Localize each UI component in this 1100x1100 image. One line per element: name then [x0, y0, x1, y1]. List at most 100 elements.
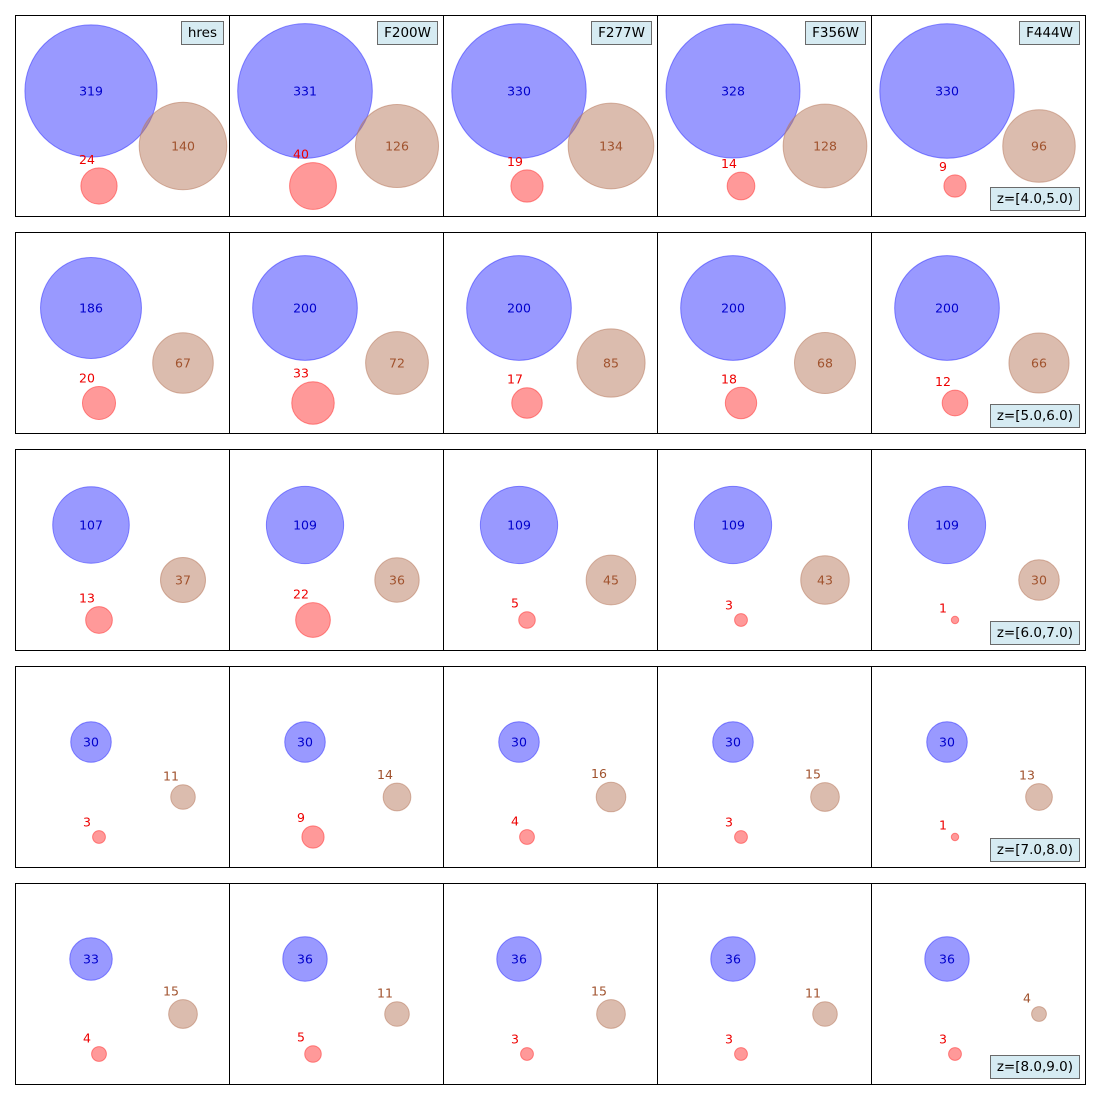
blue-bubble	[265, 485, 345, 565]
filter-label: F444W	[1019, 21, 1080, 45]
red-count-label: 18	[721, 371, 737, 386]
brown-bubble	[793, 331, 857, 395]
blue-count-label: 331	[293, 84, 317, 99]
blue-bubble	[693, 485, 773, 565]
red-bubble	[950, 615, 960, 625]
red-bubble	[734, 1047, 748, 1061]
red-bubble	[726, 171, 756, 201]
brown-bubble	[152, 332, 214, 394]
brown-count-label: 43	[817, 573, 833, 588]
blue-count-label: 33	[83, 952, 99, 967]
blue-bubble	[52, 486, 130, 564]
red-bubble	[91, 1046, 107, 1062]
filter-label: F200W	[377, 21, 438, 45]
redshift-bin-label: z=[6.0,7.0)	[989, 621, 1080, 645]
brown-count-label: 15	[805, 767, 821, 782]
blue-count-label: 328	[721, 84, 745, 99]
panel-f356w-z2: 109 43 3	[657, 449, 872, 651]
brown-count-label: 66	[1031, 356, 1047, 371]
redshift-bin-label: z=[4.0,5.0)	[989, 187, 1080, 211]
blue-bubble	[466, 255, 572, 361]
brown-count-label: 140	[171, 139, 195, 154]
blue-bubble	[926, 721, 968, 763]
red-bubble	[92, 830, 106, 844]
red-count-label: 1	[939, 600, 947, 615]
blue-bubble	[680, 255, 786, 361]
panel-plot: 319 140 24	[24, 24, 228, 205]
brown-bubble	[1002, 109, 1076, 183]
panel-f200w-z3: 30 14 9	[229, 666, 444, 868]
panel-plot: 109 30 1	[907, 485, 1060, 625]
panel-f277w-z2: 109 45 5	[443, 449, 658, 651]
blue-count-label: 109	[507, 518, 531, 533]
red-bubble	[85, 606, 113, 634]
blue-count-label: 30	[83, 735, 99, 750]
panel-plot: 330 96 9	[879, 23, 1076, 198]
panel-f444w-z0: 330 96 9 F444W z=[4.0,5.0)	[871, 15, 1086, 217]
panel-hres-z2: 107 37 13	[15, 449, 230, 651]
blue-count-label: 200	[507, 301, 531, 316]
blue-bubble	[879, 23, 1015, 159]
red-bubble	[295, 602, 331, 638]
red-bubble	[950, 832, 960, 842]
brown-count-label: 16	[591, 766, 607, 781]
red-bubble	[724, 386, 758, 420]
brown-bubble	[567, 102, 655, 190]
panel-plot: 36 11 3	[710, 936, 838, 1061]
blue-bubble	[894, 255, 1000, 361]
red-count-label: 20	[79, 370, 95, 385]
panel-plot: 200 85 17	[466, 255, 646, 419]
red-bubble	[511, 387, 543, 419]
blue-bubble	[24, 24, 158, 158]
panel-plot: 30 13 1	[926, 721, 1053, 842]
red-count-label: 5	[297, 1030, 305, 1045]
panel-plot: 200 66 12	[894, 255, 1070, 417]
blue-count-label: 36	[511, 952, 527, 967]
panel-f277w-z0: 330 134 19 F277W	[443, 15, 658, 217]
red-count-label: 3	[725, 815, 733, 830]
brown-bubble	[365, 331, 429, 395]
red-count-label: 4	[83, 1031, 91, 1046]
red-bubble	[301, 825, 325, 849]
blue-bubble	[498, 721, 540, 763]
panel-plot: 200 68 18	[680, 255, 857, 420]
panel-plot: 30 16 4	[498, 721, 627, 845]
brown-count-label: 13	[1019, 768, 1035, 783]
brown-bubble	[1031, 1006, 1047, 1022]
panel-f444w-z1: 200 66 12 z=[5.0,6.0)	[871, 232, 1086, 434]
panel-f200w-z4: 36 11 5	[229, 883, 444, 1085]
brown-bubble	[595, 781, 627, 813]
red-bubble	[520, 1047, 534, 1061]
blue-bubble	[479, 485, 559, 565]
brown-bubble	[374, 557, 420, 603]
blue-bubble	[665, 23, 801, 159]
brown-count-label: 14	[377, 767, 393, 782]
brown-count-label: 45	[603, 573, 619, 588]
brown-bubble	[168, 999, 198, 1029]
red-bubble	[81, 385, 117, 421]
panel-f356w-z0: 328 128 14 F356W	[657, 15, 872, 217]
red-count-label: 13	[79, 591, 95, 606]
blue-count-label: 186	[79, 301, 103, 316]
brown-bubble	[354, 103, 440, 189]
blue-count-label: 200	[935, 301, 959, 316]
brown-count-label: 128	[813, 139, 837, 154]
blue-bubble	[69, 937, 113, 981]
blue-bubble	[237, 23, 373, 159]
blue-count-label: 200	[293, 301, 317, 316]
red-count-label: 33	[293, 366, 309, 381]
panel-f444w-z3: 30 13 1 z=[7.0,8.0)	[871, 666, 1086, 868]
panel-plot: 107 37 13	[52, 486, 207, 634]
red-count-label: 14	[721, 156, 737, 171]
brown-count-label: 96	[1031, 139, 1047, 154]
red-bubble	[289, 162, 337, 210]
red-count-label: 3	[725, 598, 733, 613]
red-count-label: 3	[725, 1032, 733, 1047]
blue-count-label: 30	[939, 735, 955, 750]
filter-label: hres	[180, 21, 224, 45]
red-count-label: 9	[939, 159, 947, 174]
blue-count-label: 200	[721, 301, 745, 316]
panel-f200w-z2: 109 36 22	[229, 449, 444, 651]
brown-count-label: 11	[163, 769, 179, 784]
blue-count-label: 36	[939, 952, 955, 967]
